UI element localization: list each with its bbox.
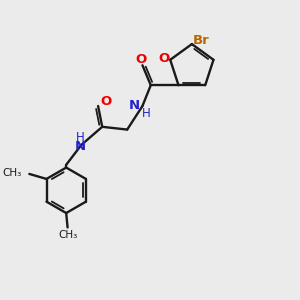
Text: Br: Br [192, 34, 209, 47]
Text: O: O [158, 52, 170, 65]
Text: H: H [76, 130, 84, 144]
Text: H: H [142, 107, 151, 120]
Text: O: O [135, 52, 147, 66]
Text: O: O [100, 95, 112, 108]
Text: N: N [129, 99, 140, 112]
Text: N: N [74, 140, 86, 153]
Text: CH₃: CH₃ [58, 230, 77, 240]
Text: CH₃: CH₃ [2, 168, 22, 178]
